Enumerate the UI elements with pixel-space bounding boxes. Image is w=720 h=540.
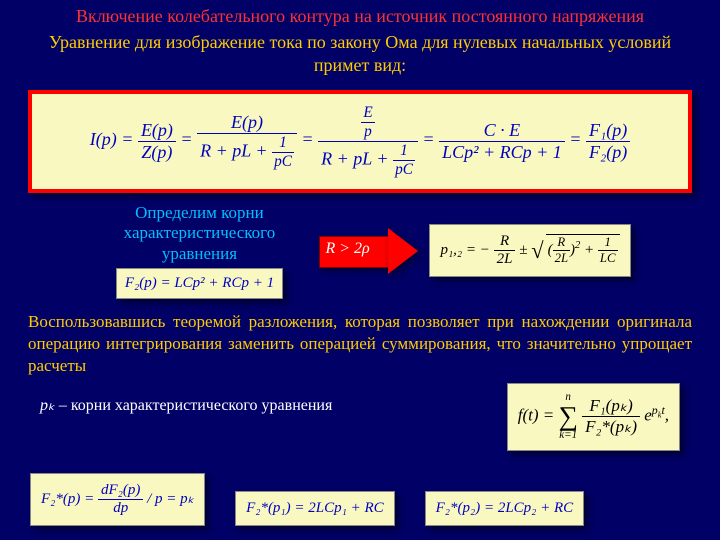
f2star-p1-box: F₂*(p₁) = 2LCp₁ + RC: [235, 491, 395, 526]
p12-formula-box: p₁,₂ = − R2L ± √ (R2L)2 + 1LC: [429, 224, 630, 277]
condition-arrow: R > 2ρ: [319, 231, 419, 271]
f2-formula-box: F₂(p) = LCp² + RCp + 1: [116, 268, 283, 299]
main-formula: I(p) = E(p)Z(p) = E(p) R + pL + 1pC = Ep…: [90, 129, 630, 149]
roots-column: Определим корни характеристического урав…: [89, 203, 309, 299]
f2star-p2-box: F₂*(p₂) = 2LCp₂ + RC: [425, 491, 585, 526]
ft-formula-box: f(t) = n ∑ k=1 F₁(pₖ)F₂*(pₖ) epkt,: [507, 383, 680, 450]
arrow-text: R > 2ρ: [325, 240, 369, 258]
roots-row: Определим корни характеристического урав…: [0, 203, 720, 299]
main-formula-box: I(p) = E(p)Z(p) = E(p) R + pL + 1pC = Ep…: [28, 90, 692, 193]
slide-title: Включение колебательного контура на исто…: [0, 0, 720, 29]
bottom-row: F₂*(p) = dF₂(p)dp / p = pₖ F₂*(p₁) = 2LC…: [0, 473, 720, 536]
slide-subtitle: Уравнение для изображение тока по закону…: [0, 29, 720, 86]
f2star-def-box: F₂*(p) = dF₂(p)dp / p = pₖ: [30, 473, 205, 526]
roots-label: Определим корни характеристического урав…: [89, 203, 309, 264]
theorem-paragraph: Воспользовавшись теоремой разложения, ко…: [0, 307, 720, 383]
pk-label: pₖ – корни характеристического уравнения: [40, 395, 332, 415]
pk-row: pₖ – корни характеристического уравнения…: [0, 383, 720, 473]
